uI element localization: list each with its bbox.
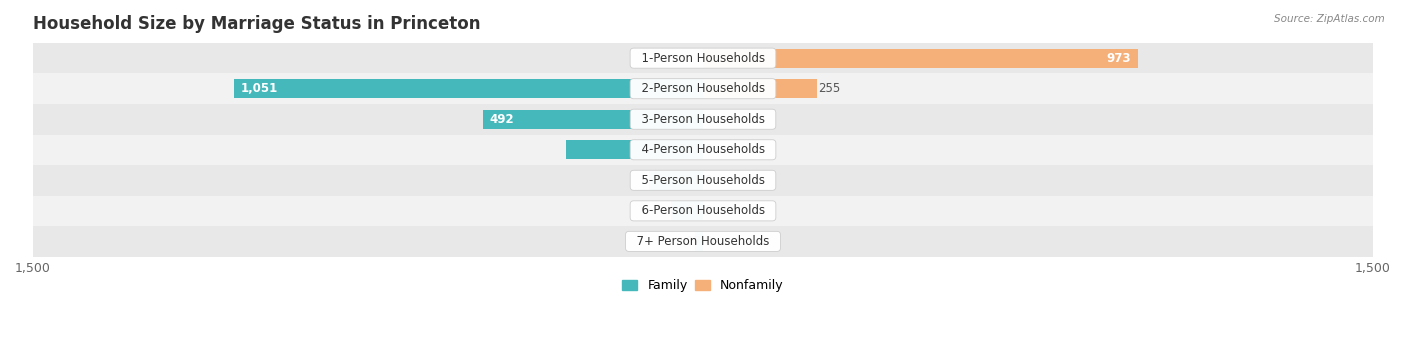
Text: 6-Person Households: 6-Person Households (634, 204, 772, 217)
Bar (32, 135, 1374, 165)
Text: 71: 71 (686, 204, 702, 217)
Bar (671, 201, 703, 220)
Text: 0: 0 (704, 174, 711, 187)
Text: 0: 0 (704, 204, 711, 217)
Text: 5-Person Households: 5-Person Households (634, 174, 772, 187)
Bar (696, 232, 703, 251)
Bar (32, 73, 1374, 104)
Text: 492: 492 (489, 113, 515, 126)
Text: 0: 0 (704, 143, 711, 156)
Text: 7+ Person Households: 7+ Person Households (628, 235, 778, 248)
Text: 0: 0 (704, 235, 711, 248)
Bar (703, 49, 1137, 68)
Text: 307: 307 (679, 143, 702, 156)
Bar (484, 110, 703, 129)
Text: Household Size by Marriage Status in Princeton: Household Size by Marriage Status in Pri… (32, 15, 481, 33)
Text: 121: 121 (679, 174, 702, 187)
Bar (32, 195, 1374, 226)
Text: 255: 255 (818, 82, 841, 95)
Text: 0: 0 (704, 113, 711, 126)
Bar (32, 226, 1374, 257)
Bar (565, 140, 703, 159)
Bar (233, 79, 703, 98)
Bar (32, 43, 1374, 73)
Text: 1,051: 1,051 (240, 82, 277, 95)
Text: 973: 973 (1107, 52, 1130, 65)
Text: 3-Person Households: 3-Person Households (634, 113, 772, 126)
Bar (650, 171, 703, 190)
Bar (703, 79, 817, 98)
Text: Source: ZipAtlas.com: Source: ZipAtlas.com (1274, 14, 1385, 23)
Legend: Family, Nonfamily: Family, Nonfamily (617, 274, 789, 298)
Text: 2-Person Households: 2-Person Households (634, 82, 772, 95)
Bar (32, 104, 1374, 135)
Bar (32, 165, 1374, 196)
Text: 1-Person Households: 1-Person Households (634, 52, 772, 65)
Text: 4-Person Households: 4-Person Households (634, 143, 772, 156)
Text: 17: 17 (686, 235, 702, 248)
